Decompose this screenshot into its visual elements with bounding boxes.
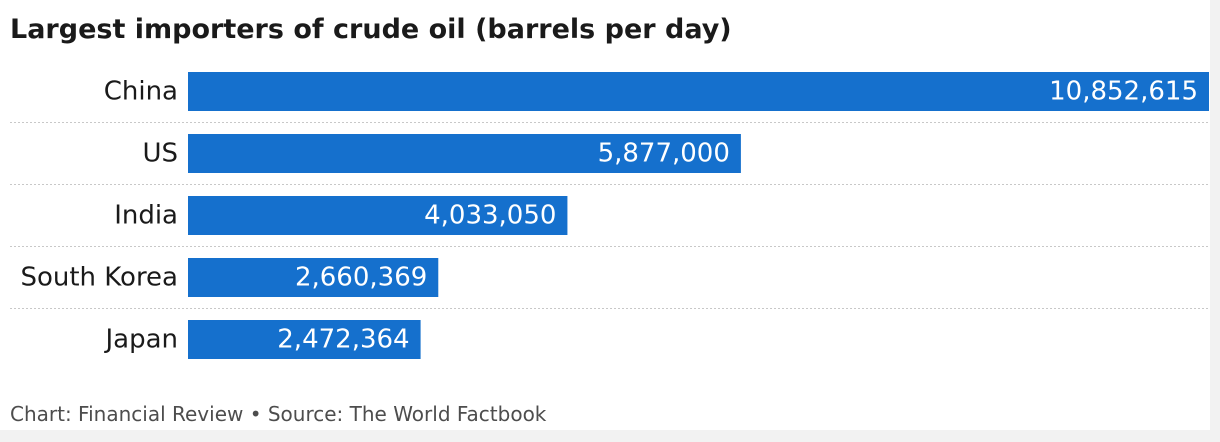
bar-value-label: 2,472,364: [277, 325, 409, 355]
category-label: US: [142, 139, 178, 169]
bar: [188, 258, 439, 297]
bar: [188, 320, 421, 359]
chart-footer: Chart: Financial Review • Source: The Wo…: [10, 402, 547, 426]
bar-value-label: 5,877,000: [598, 139, 730, 169]
bar-value-label: 4,033,050: [424, 201, 556, 231]
chart-title: Largest importers of crude oil (barrels …: [10, 14, 732, 45]
bar: [188, 72, 1209, 111]
bar-chart: China 10,852,615 US 5,877,000 India 4,033,050…: [10, 72, 1209, 359]
category-label: China: [104, 77, 178, 107]
bar: [188, 134, 741, 173]
category-label: Japan: [103, 325, 178, 355]
bar: [188, 196, 568, 235]
category-label: South Korea: [20, 263, 178, 293]
bar-value-label: 2,660,369: [295, 263, 427, 293]
category-label: India: [114, 201, 178, 231]
bar-value-label: 10,852,615: [1049, 77, 1198, 107]
